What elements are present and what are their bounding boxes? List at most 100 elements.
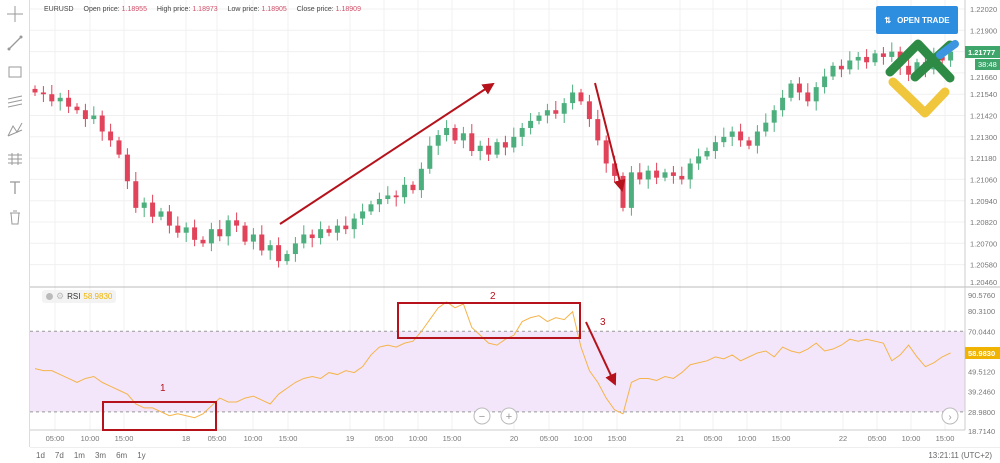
candle: [771, 110, 777, 123]
rsi-tag: [965, 347, 1000, 359]
chevron-right-icon: ›: [948, 412, 951, 423]
rsi-value: 58.9830: [83, 292, 113, 301]
candle: [746, 140, 752, 146]
price-tag: [965, 46, 1000, 58]
candle: [696, 156, 702, 164]
annotation-arrow: [279, 82, 495, 225]
trash-icon[interactable]: [4, 206, 26, 228]
range-7d[interactable]: 7d: [54, 451, 64, 460]
time-tick-label: 18: [182, 434, 190, 443]
time-tick-label: 05:00: [375, 434, 394, 443]
price-tick-label: 1.21300: [970, 133, 997, 142]
drawing-toolbar: [0, 0, 30, 447]
price-tick-label: 1.21660: [970, 73, 997, 82]
candle: [763, 122, 769, 132]
range-6m[interactable]: 6m: [116, 451, 128, 460]
candle: [729, 131, 735, 137]
candle: [444, 127, 450, 136]
zoom-out-icon: −: [479, 411, 485, 423]
candle: [805, 92, 811, 102]
zoom-in-button[interactable]: [500, 407, 518, 425]
candle: [830, 65, 836, 77]
range-3m[interactable]: 3m: [94, 451, 107, 460]
candle: [914, 62, 920, 75]
time-tick-label: 05:00: [208, 434, 227, 443]
range-bar: 1d 7d 1m 3m 6m 1y 13:21:11 (UTC+2): [30, 447, 1000, 463]
countdown-tag: [975, 59, 1000, 70]
candle: [469, 133, 475, 152]
candle: [150, 202, 156, 217]
pitchfork-icon[interactable]: [4, 119, 26, 141]
open-trade-button[interactable]: ⇅ OPEN TRADE: [876, 6, 958, 34]
crosshair-icon[interactable]: [4, 3, 26, 25]
candle: [32, 88, 38, 93]
rsi-tag-label: 58.9830: [968, 349, 995, 358]
candle: [158, 211, 164, 217]
time-tick-label: 10:00: [244, 434, 263, 443]
candle: [452, 127, 458, 141]
rsi-tick-label: 90.5760: [968, 291, 995, 300]
candle: [259, 234, 265, 251]
scroll-right-button[interactable]: [941, 407, 959, 425]
candle: [427, 145, 433, 169]
candle: [301, 234, 307, 244]
settings-gear-icon[interactable]: ⚙: [56, 291, 65, 301]
candle: [108, 131, 114, 141]
candle: [242, 225, 248, 242]
candle: [284, 254, 290, 262]
chart-canvas[interactable]: 1.22020 1.21900 1.21660 1.21540 1.21420 1.213…: [0, 0, 1000, 447]
price-tick-label: 1.20460: [970, 278, 997, 287]
candle: [822, 76, 828, 88]
candle: [343, 225, 349, 230]
candle: [939, 56, 945, 61]
candle: [578, 92, 584, 102]
candle: [376, 198, 382, 205]
candle: [612, 163, 618, 176]
time-tick-label: 05:00: [704, 434, 723, 443]
trend-line-icon[interactable]: [4, 32, 26, 54]
time-tick-label: 10:00: [409, 434, 428, 443]
annotation-label-1: 1: [160, 383, 166, 394]
fib-grid-icon[interactable]: [4, 148, 26, 170]
time-tick-label: 05:00: [46, 434, 65, 443]
candle: [410, 184, 416, 191]
candle: [704, 151, 710, 157]
zoom-in-icon: +: [506, 411, 512, 423]
candle: [603, 140, 609, 164]
candle: [561, 103, 567, 114]
annotation-arrow: [585, 321, 617, 386]
candle: [334, 225, 340, 233]
time-tick-label: 10:00: [574, 434, 593, 443]
text-icon[interactable]: [4, 177, 26, 199]
candle: [687, 163, 693, 180]
candle: [494, 142, 500, 155]
price-tick-label: 1.21060: [970, 175, 997, 184]
rectangle-icon[interactable]: [4, 61, 26, 83]
time-tick-label: 15:00: [772, 434, 791, 443]
candle: [670, 172, 676, 176]
candle: [276, 245, 282, 262]
logo-green-chevron: [885, 39, 955, 83]
candle: [99, 115, 105, 132]
candle: [637, 172, 643, 180]
candle: [586, 101, 592, 120]
channel-icon[interactable]: [4, 90, 26, 112]
price-tick-label: 1.21540: [970, 90, 997, 99]
close-indicator-icon[interactable]: [46, 293, 53, 300]
price-tick-label: 1.20820: [970, 218, 997, 227]
range-1m[interactable]: 1m: [73, 451, 85, 460]
candle: [82, 110, 88, 120]
range-1y[interactable]: 1y: [137, 451, 146, 460]
rsi-name: RSI: [67, 292, 81, 301]
time-tick-label: 15:00: [115, 434, 134, 443]
logo-blue-stroke: [936, 40, 959, 59]
candle: [360, 211, 366, 219]
candle: [57, 97, 63, 102]
rsi-tick-label: 28.9800: [968, 408, 995, 417]
candle: [738, 131, 744, 141]
candle: [595, 119, 601, 141]
candle: [192, 227, 198, 240]
candle: [544, 110, 550, 116]
zoom-out-button[interactable]: [473, 407, 491, 425]
range-1d[interactable]: 1d: [36, 451, 45, 460]
